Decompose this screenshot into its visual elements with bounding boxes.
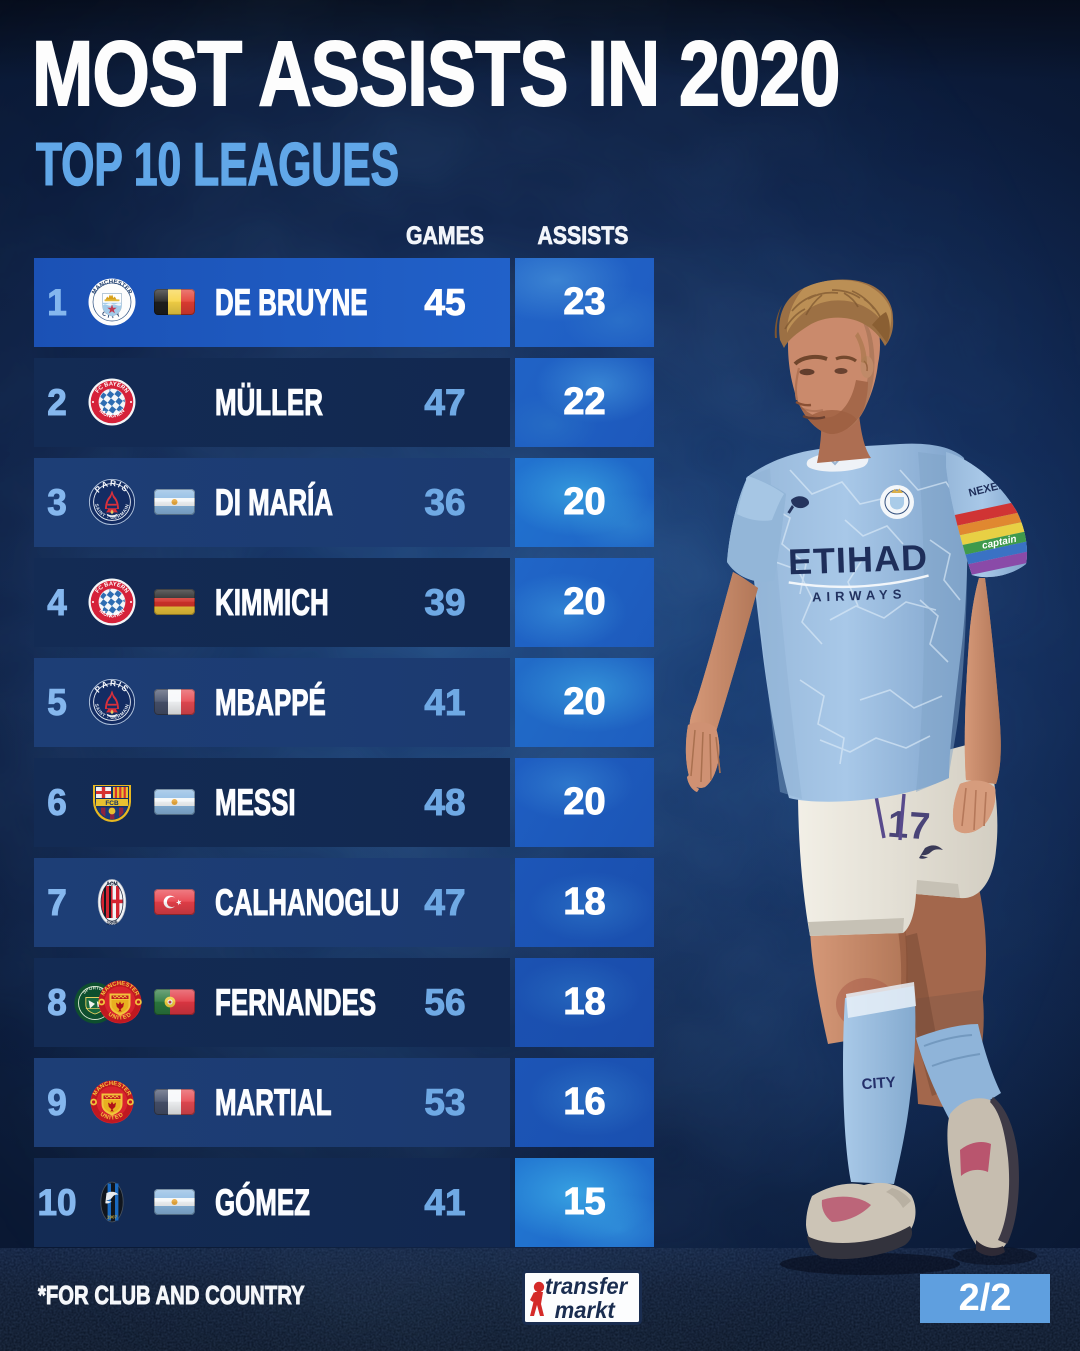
svg-text:ETIHAD: ETIHAD: [787, 537, 928, 583]
svg-text:AIRWAYS: AIRWAYS: [812, 586, 907, 604]
svg-text:CITY: CITY: [861, 1074, 896, 1093]
svg-text:markt: markt: [555, 1298, 617, 1324]
svg-text:transfer: transfer: [545, 1274, 628, 1300]
svg-text:17: 17: [886, 804, 931, 849]
